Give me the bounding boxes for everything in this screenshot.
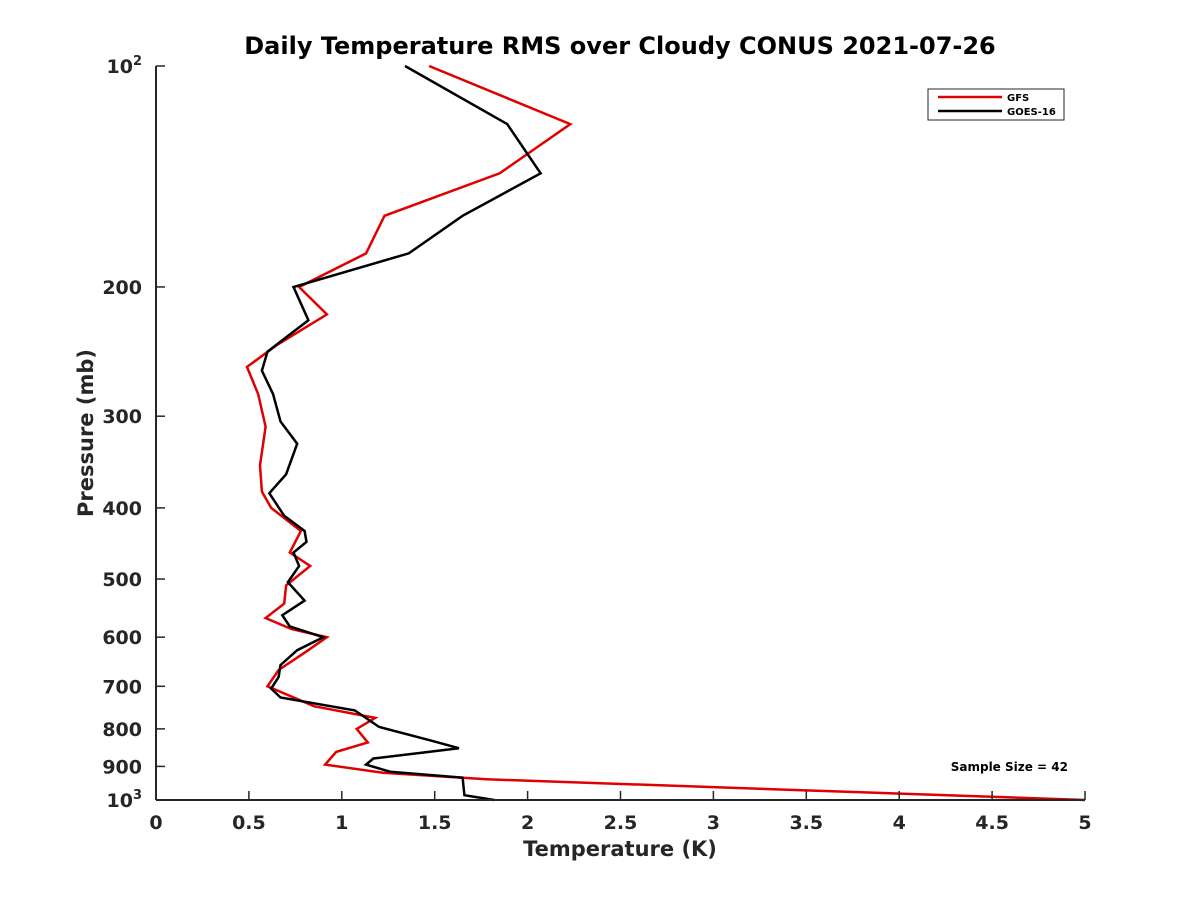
- x-tick-label: 2.5: [604, 812, 638, 834]
- x-tick-label: 0: [149, 812, 162, 834]
- series-line-goes-16: [260, 64, 543, 802]
- axes-layer: 0 0.5 1 1.5 2 2.5 3 3.5 4 4.5 5 102 200 300 400 500 600 7…: [102, 54, 1091, 834]
- y-tick-label: 900: [102, 756, 142, 778]
- y-tick-label: 102: [107, 54, 143, 78]
- legend-label-goes-16: GOES-16: [1007, 107, 1056, 118]
- series-line-gfs: [245, 64, 1086, 802]
- chart-title: Daily Temperature RMS over Cloudy CONUS …: [244, 32, 996, 60]
- y-tick-exponent: 2: [133, 54, 142, 69]
- x-tick-label: 5: [1078, 812, 1091, 834]
- x-tick-label: 3.5: [789, 812, 823, 834]
- x-tick-label: 4: [893, 812, 906, 834]
- legend-box: [927, 88, 1065, 121]
- x-tick-label: 3: [707, 812, 720, 834]
- legend: GFS GOES-16: [927, 88, 1065, 121]
- legend-label-gfs: GFS: [1007, 93, 1029, 104]
- x-tick-label: 0.5: [232, 812, 266, 834]
- y-axis-label: Pressure (mb): [74, 349, 98, 517]
- y-tick-label: 103: [107, 788, 143, 812]
- y-tick-label: 200: [102, 277, 142, 299]
- y-tick-label: 800: [102, 719, 142, 741]
- series-layer: [245, 64, 1086, 802]
- y-tick-label: 500: [102, 569, 142, 591]
- x-tick-label: 4.5: [975, 812, 1009, 834]
- x-tick-label: 2: [521, 812, 534, 834]
- y-tick-label: 400: [102, 498, 142, 520]
- x-tick-label: 1: [335, 812, 348, 834]
- y-tick-exponent: 3: [133, 788, 142, 803]
- x-tick-label: 1.5: [418, 812, 452, 834]
- sample-size-annotation: Sample Size = 42: [951, 760, 1068, 774]
- y-tick-label: 600: [102, 627, 142, 649]
- x-axis-label: Temperature (K): [523, 837, 717, 861]
- y-tick-label: 300: [102, 406, 142, 428]
- y-tick-label: 700: [102, 676, 142, 698]
